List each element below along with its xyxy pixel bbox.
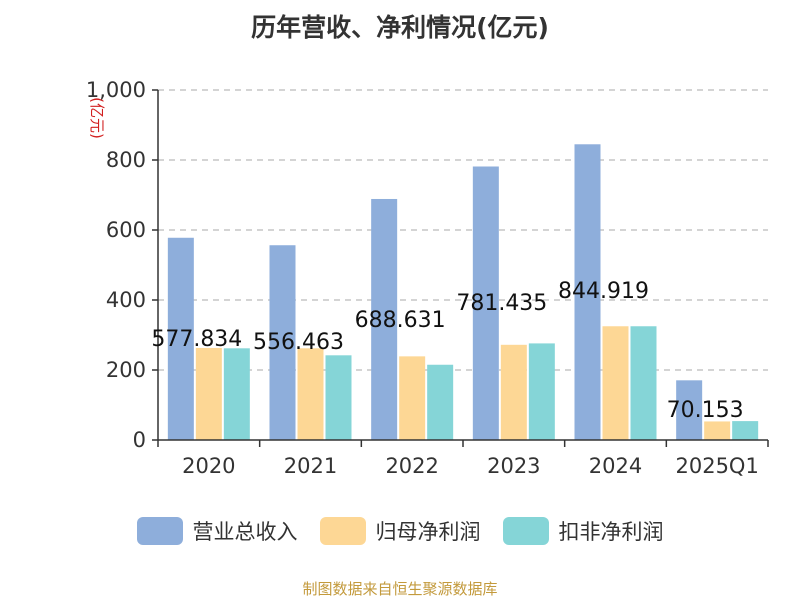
data-label: 577.834 bbox=[151, 327, 242, 352]
axes: 0 200 400 600 800 1,000(亿元) 2020 2021 2022 2023 20… bbox=[86, 78, 769, 478]
bars bbox=[167, 144, 759, 441]
bar bbox=[325, 355, 352, 440]
bar bbox=[472, 166, 499, 441]
legend-swatch bbox=[136, 517, 183, 545]
x-tick-label: 2020 bbox=[182, 454, 235, 478]
y-axis-label: (亿元) bbox=[88, 97, 106, 139]
data-label: 844.919 bbox=[558, 279, 649, 304]
data-label: 688.631 bbox=[355, 308, 446, 333]
bar bbox=[500, 344, 527, 440]
y-tick-label: 1,000 bbox=[86, 78, 146, 102]
bar bbox=[574, 144, 601, 440]
legend-label: 归母净利润 bbox=[375, 520, 481, 544]
legend-item[interactable]: 营业总收入 bbox=[136, 516, 298, 546]
bar bbox=[371, 198, 398, 440]
x-tick-label: 2023 bbox=[487, 454, 540, 478]
x-tick-label: 2025Q1 bbox=[675, 454, 758, 478]
bar bbox=[223, 348, 250, 440]
legend-label: 扣非净利润 bbox=[558, 520, 664, 544]
y-tick-label: 400 bbox=[106, 288, 146, 312]
bar bbox=[630, 326, 657, 440]
legend-swatch bbox=[319, 517, 366, 545]
bar-chart: 0 200 400 600 800 1,000(亿元) 2020 2021 2022 2023 20… bbox=[86, 78, 769, 478]
bar bbox=[676, 380, 703, 440]
bar bbox=[704, 421, 731, 440]
legend-item[interactable]: 扣非净利润 bbox=[502, 516, 664, 546]
data-labels: 577.834 556.463 688.631 781.435 844.919 70.15… bbox=[151, 279, 743, 423]
bar bbox=[167, 237, 194, 440]
source-note: 制图数据来自恒生聚源数据库 bbox=[302, 580, 498, 598]
y-tick-label: 800 bbox=[106, 148, 146, 172]
data-label: 556.463 bbox=[253, 330, 344, 355]
legend-swatch bbox=[502, 517, 549, 545]
data-label: 70.153 bbox=[667, 398, 744, 423]
legend: 营业总收入 归母净利润 扣非净利润 bbox=[0, 516, 800, 546]
chart-title: 历年营收、净利情况(亿元) bbox=[251, 13, 549, 42]
bar bbox=[602, 326, 629, 440]
bar bbox=[427, 364, 454, 440]
bar bbox=[528, 343, 555, 440]
gridlines bbox=[158, 89, 768, 371]
data-label: 781.435 bbox=[456, 291, 547, 316]
legend-label: 营业总收入 bbox=[192, 520, 298, 544]
bar bbox=[732, 421, 759, 440]
x-tick-label: 2021 bbox=[284, 454, 337, 478]
legend-item[interactable]: 归母净利润 bbox=[319, 516, 481, 546]
bar bbox=[269, 245, 296, 440]
bar bbox=[195, 347, 222, 440]
y-tick-label: 0 bbox=[133, 428, 146, 452]
bar bbox=[399, 356, 426, 440]
x-tick-label: 2022 bbox=[385, 454, 438, 478]
y-tick-label: 200 bbox=[106, 358, 146, 382]
bar bbox=[297, 348, 324, 440]
x-tick-label: 2024 bbox=[589, 454, 642, 478]
y-tick-label: 600 bbox=[106, 218, 146, 242]
